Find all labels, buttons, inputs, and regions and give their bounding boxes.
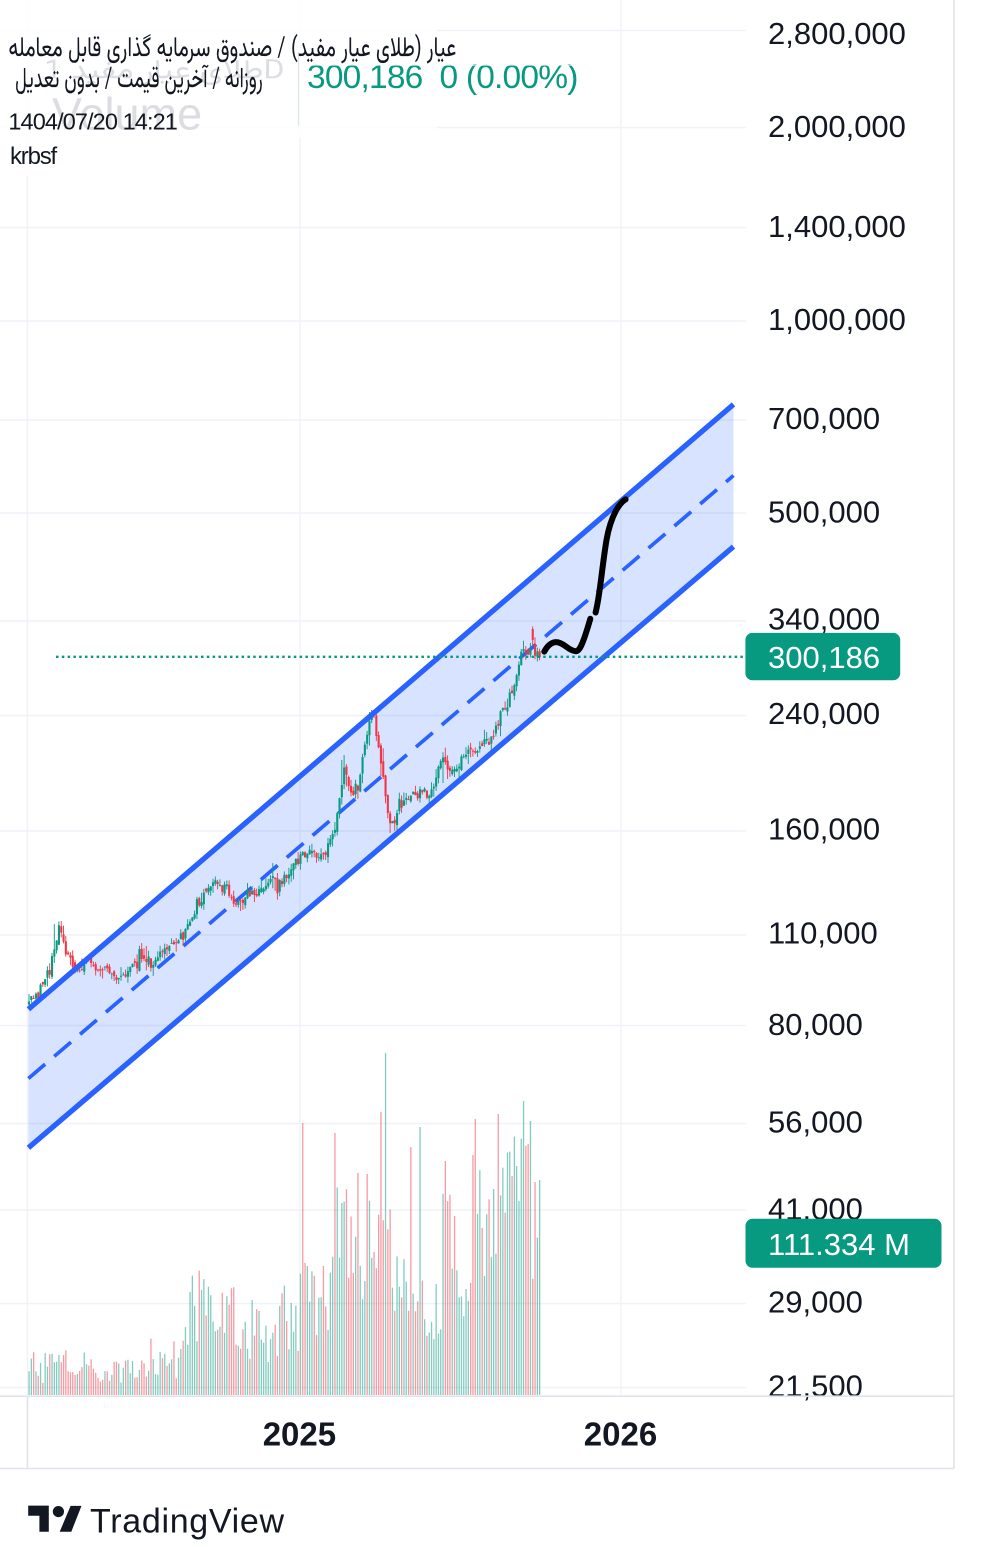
svg-text:500,000: 500,000 [768,495,880,530]
svg-text:1,000,000: 1,000,000 [768,302,906,337]
svg-text:1404/07/20 14:21: 1404/07/20 14:21 [8,109,177,135]
svg-text:Volume: Volume [52,89,202,140]
svg-text:240,000: 240,000 [768,696,880,731]
svg-text:2,000,000: 2,000,000 [768,109,906,144]
svg-text:300,186: 300,186 [768,640,880,675]
svg-text:110,000: 110,000 [768,916,878,951]
svg-text:21,500: 21,500 [768,1369,863,1404]
svg-text:340,000: 340,000 [768,602,880,637]
svg-text:2,800,000: 2,800,000 [768,16,906,51]
svg-text:56,000: 56,000 [768,1105,863,1140]
svg-text:111.334 M: 111.334 M [768,1227,910,1262]
svg-text:1,400,000: 1,400,000 [768,209,906,244]
svg-text:29,000: 29,000 [768,1285,863,1320]
svg-text:2026: 2026 [584,1415,657,1452]
svg-text:160,000: 160,000 [768,812,880,847]
svg-text:2025: 2025 [263,1415,336,1452]
svg-text:TradingView: TradingView [90,1503,285,1541]
svg-text:700,000: 700,000 [768,401,880,436]
svg-text:80,000: 80,000 [768,1007,863,1042]
svg-text:krbsf: krbsf [10,143,58,170]
